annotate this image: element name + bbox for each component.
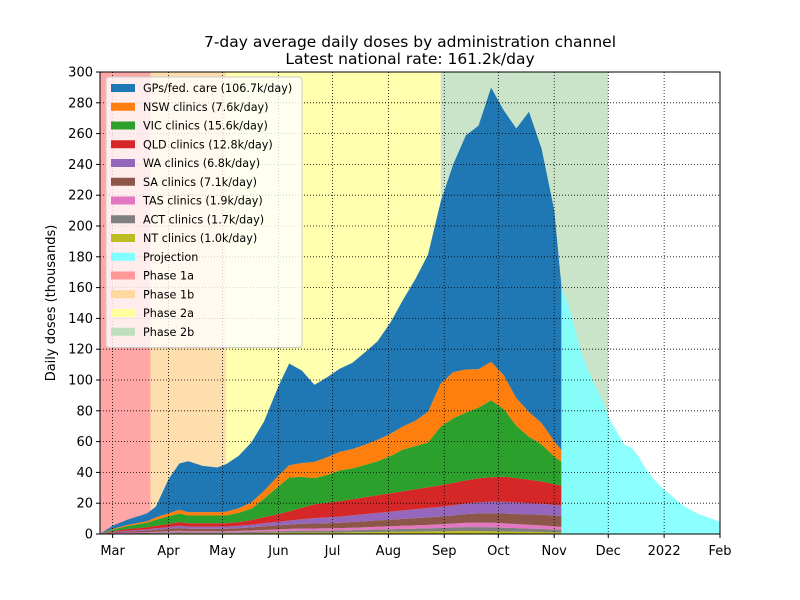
area-nt-clinics-1-0k-day <box>100 530 562 534</box>
legend-label: Projection <box>143 251 198 264</box>
y-tick-label: 220 <box>68 189 93 204</box>
x-tick-label: Aug <box>376 544 401 559</box>
legend-swatch <box>111 177 135 186</box>
y-tick-label: 0 <box>85 528 93 543</box>
legend-swatch <box>111 159 135 167</box>
legend-swatch <box>111 234 135 242</box>
legend-swatch <box>111 196 135 205</box>
area-tas-clinics-1-9k-day <box>100 522 562 534</box>
x-tick-label: Mar <box>100 544 125 559</box>
y-tick-label: 160 <box>68 281 93 296</box>
legend-label: NSW clinics (7.6k/day) <box>143 101 269 114</box>
y-tick-label: 200 <box>68 220 93 235</box>
area-wa-clinics-6-8k-day <box>100 501 562 534</box>
legend-label: Phase 2a <box>143 307 194 320</box>
legend-box <box>105 76 303 348</box>
x-tick-label: Nov <box>541 544 567 559</box>
chart-title: 7-day average daily doses by administrat… <box>204 33 616 51</box>
legend-swatch <box>111 102 135 111</box>
legend-swatch <box>111 290 135 299</box>
x-tick-label: Apr <box>157 544 180 559</box>
y-tick-label: 180 <box>68 250 93 265</box>
legend-label: NT clinics (1.0k/day) <box>143 232 257 245</box>
x-axis: Mar Apr May Jun Jul Aug Sep Oct Nov Dec 2022 Feb <box>100 534 732 559</box>
legend-label: GPs/fed. care (106.7k/day) <box>143 82 292 95</box>
legend-swatch <box>111 327 135 336</box>
legend-label: TAS clinics (1.9k/day) <box>142 195 263 208</box>
y-tick-label: 40 <box>76 466 93 481</box>
y-tick-label: 80 <box>76 404 93 419</box>
x-tick-label: Feb <box>708 544 731 559</box>
plot-frame <box>99 71 721 535</box>
y-tick-label: 20 <box>76 497 93 512</box>
y-tick-label: 240 <box>68 158 93 173</box>
legend-swatch <box>111 121 135 130</box>
x-tick-label: Oct <box>487 544 509 559</box>
y-axis: 0 20 40 60 80 100 120 140 160 180 200 220 240 260 280 3… <box>68 66 100 543</box>
y-axis-label: Daily doses (thousands) <box>44 225 59 382</box>
y-tick-label: 300 <box>68 66 93 81</box>
x-tick-label: Jul <box>324 544 341 559</box>
legend-label: QLD clinics (12.8k/day) <box>143 138 273 151</box>
area-vic-clinics-15-6k-day <box>100 400 562 534</box>
legend-swatch <box>111 271 135 280</box>
chart-subtitle: Latest national rate: 161.2k/day <box>285 50 534 68</box>
legend-label: Phase 1a <box>143 270 194 283</box>
y-tick-label: 140 <box>68 312 93 327</box>
legend-swatch <box>111 140 135 149</box>
y-tick-label: 260 <box>68 127 93 142</box>
legend-swatch <box>111 252 135 261</box>
legend-label: ACT clinics (1.7k/day) <box>143 213 264 226</box>
area-nsw-clinics-7-6k-day <box>100 361 562 534</box>
legend-label: Phase 1b <box>143 288 194 301</box>
legend-swatch <box>111 84 135 92</box>
y-tick-label: 280 <box>68 96 93 111</box>
legend-label: Phase 2b <box>143 326 194 339</box>
area-act-clinics-1-7k-day <box>100 527 562 534</box>
legend-label: SA clinics (7.1k/day) <box>143 176 257 189</box>
x-tick-label: Sep <box>432 544 457 559</box>
legend-swatch <box>111 309 135 317</box>
area-gps-fed-care-106-7k-day <box>100 87 562 534</box>
y-tick-label: 120 <box>68 343 93 358</box>
legend: GPs/fed. care (106.7k/day) NSW clinics (7… <box>105 76 303 348</box>
x-tick-label: May <box>209 544 236 559</box>
x-tick-label: 2022 <box>648 544 681 559</box>
area-qld-clinics-12-8k-day <box>100 476 562 534</box>
x-tick-label: Dec <box>596 544 621 559</box>
legend-label: VIC clinics (15.6k/day) <box>143 120 268 133</box>
legend-label: WA clinics (6.8k/day) <box>143 157 260 170</box>
x-tick-label: Jun <box>267 544 288 559</box>
y-tick-label: 60 <box>76 435 93 450</box>
y-tick-label: 100 <box>68 374 93 389</box>
legend-swatch <box>111 215 135 224</box>
